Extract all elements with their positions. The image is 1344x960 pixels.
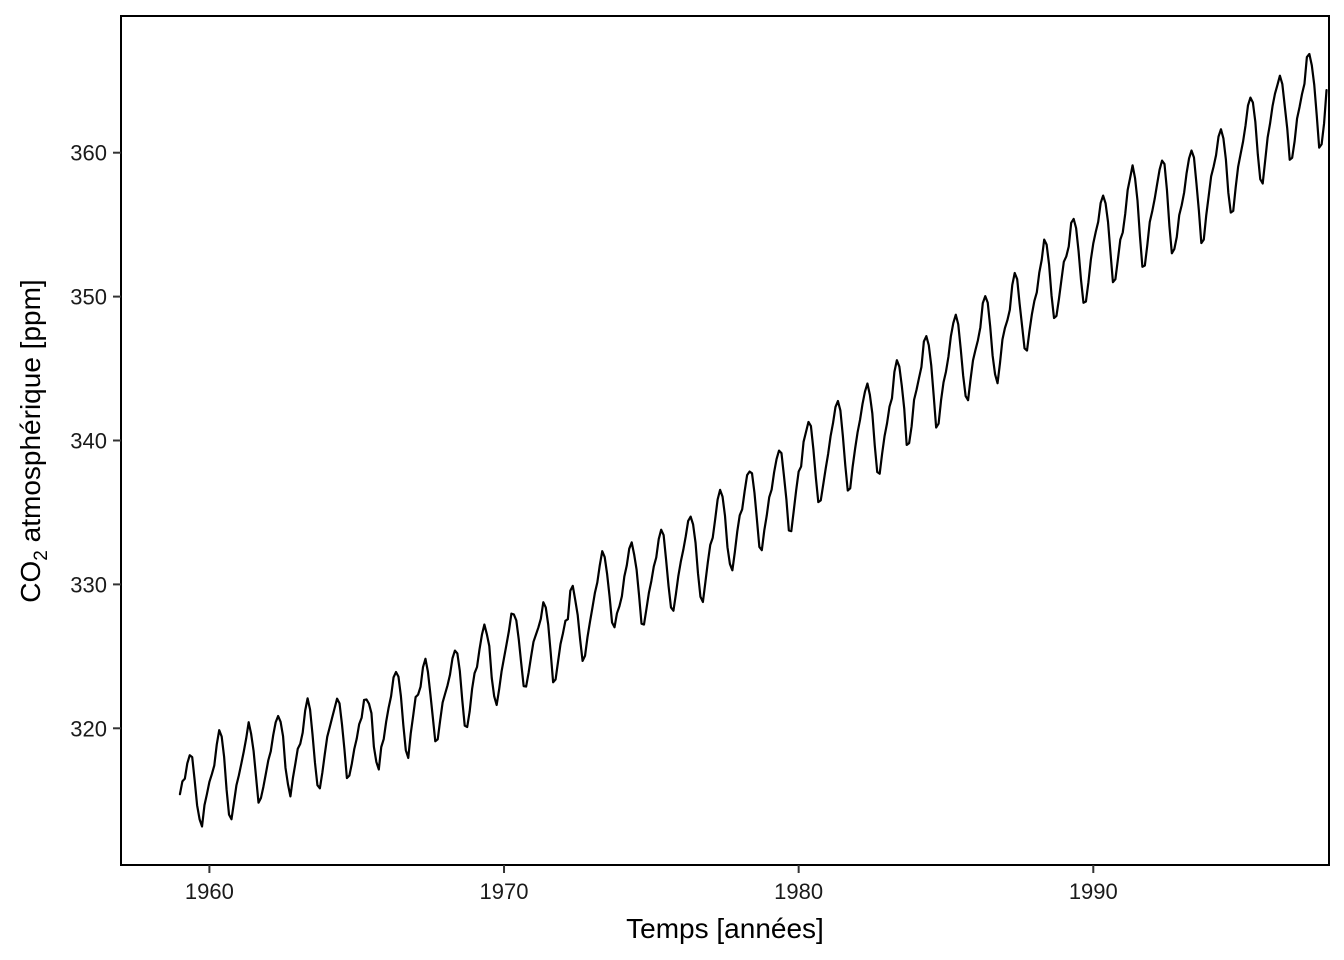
- y-axis-title-subscript: 2: [31, 550, 52, 561]
- x-axis: 1960 1970 1980 1990: [185, 865, 1118, 904]
- y-tick-label-350: 350: [70, 285, 107, 310]
- x-tick-label-1980: 1980: [774, 879, 823, 904]
- y-tick-label-330: 330: [70, 572, 107, 597]
- y-tick-label-320: 320: [70, 716, 107, 741]
- y-axis-title-suffix: atmosphérique [ppm]: [15, 279, 46, 550]
- x-tick-label-1990: 1990: [1069, 879, 1118, 904]
- x-axis-title: Temps [années]: [626, 913, 824, 944]
- y-tick-label-360: 360: [70, 141, 107, 166]
- x-tick-label-1970: 1970: [480, 879, 529, 904]
- y-tick-label-340: 340: [70, 429, 107, 454]
- y-axis: 320 330 340 350 360: [70, 141, 121, 741]
- x-tick-label-1960: 1960: [185, 879, 234, 904]
- co2-series-line: [178, 52, 1328, 828]
- y-axis-title-prefix: CO: [15, 561, 46, 603]
- y-axis-title: CO2 atmosphérique [ppm]: [15, 279, 52, 602]
- plot-area: [120, 15, 1330, 866]
